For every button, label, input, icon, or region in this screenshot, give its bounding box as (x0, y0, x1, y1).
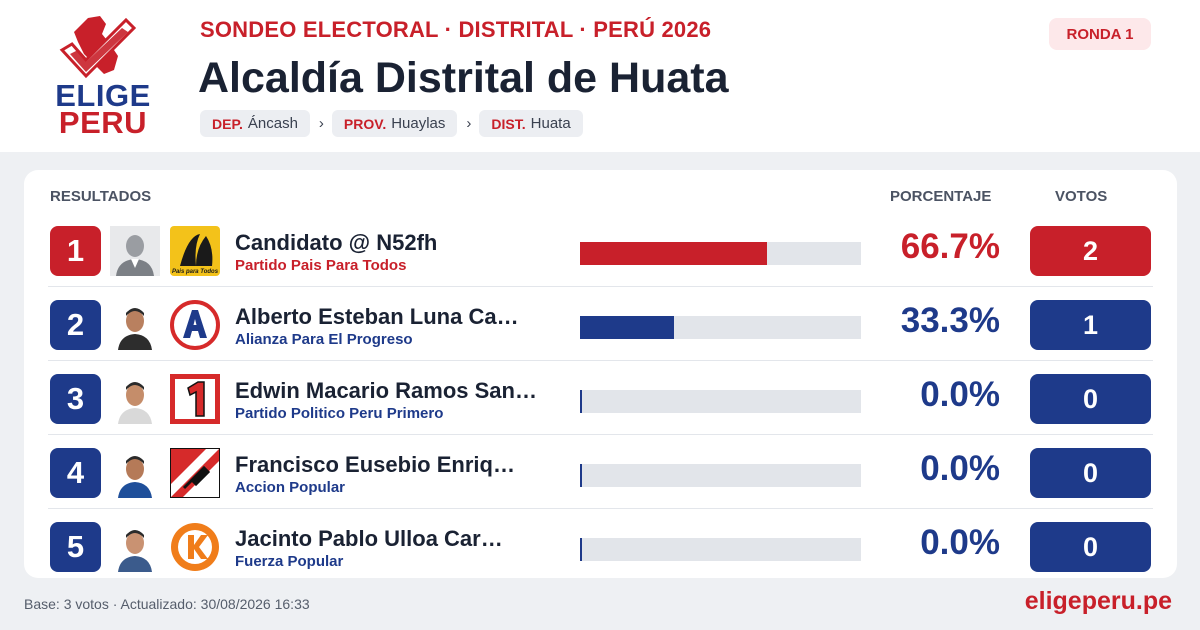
party-name: Fuerza Popular (235, 553, 344, 570)
party-name: Accion Popular (235, 479, 346, 496)
footer-meta: Base: 3 votos · Actualizado: 30/08/2026 … (24, 596, 310, 612)
results-card: RESULTADOS PORCENTAJE VOTOS 1 Pais para T… (24, 170, 1177, 578)
vote-share-bar-fill (580, 464, 582, 487)
vote-count: 1 (1030, 300, 1151, 350)
rank-badge: 4 (50, 448, 101, 498)
alianza-para-el-progreso-logo-icon (170, 300, 220, 350)
vote-percentage: 66.7% (900, 227, 1000, 266)
peru-map-check-icon (59, 16, 137, 79)
candidate-name: Francisco Eusebio Enriq… (235, 452, 515, 477)
candidate-row[interactable]: 2 Alberto Esteban Luna Ca… Alianza Para El… (24, 287, 1177, 361)
candidate-row[interactable]: 5 Jacinto Pablo Ulloa Car… Fuerza Popular 0… (24, 509, 1177, 583)
placeholder-person-icon (110, 226, 160, 276)
row-divider (48, 360, 1153, 361)
vote-percentage: 0.0% (920, 449, 1000, 488)
breadcrumb: DEP. Áncash › PROV. Huaylas › DIST. Huat… (200, 110, 583, 137)
vote-share-bar (580, 538, 861, 561)
vote-count: 0 (1030, 374, 1151, 424)
logo-text-peru: PERU (58, 105, 148, 140)
breadcrumb-province[interactable]: PROV. Huaylas (331, 110, 458, 137)
candidate-row[interactable]: 1 Pais para Todos Candidato @ N52fh Partido… (24, 213, 1177, 287)
vote-count: 0 (1030, 522, 1151, 572)
vote-percentage: 0.0% (920, 375, 1000, 414)
breadcrumb-key: PROV. (343, 115, 387, 132)
vote-share-bar-fill (580, 390, 582, 413)
vote-share-bar-fill (580, 316, 674, 339)
vote-share-bar (580, 242, 861, 265)
page-title: Alcaldía Distrital de Huata (198, 54, 729, 102)
elige-peru-logo[interactable]: ELIGE PERU (48, 14, 158, 139)
logo-text-elige: ELIGE (55, 78, 151, 113)
chevron-right-icon: › (466, 115, 472, 132)
breadcrumb-value: Huata (530, 115, 571, 132)
candidate-photo-icon (110, 448, 160, 498)
page-kicker: SONDEO ELECTORAL · DISTRITAL · PERÚ 2026 (200, 17, 712, 42)
row-divider (48, 434, 1153, 435)
breadcrumb-key: DIST. (491, 115, 526, 132)
peru-primero-logo-icon (170, 374, 220, 424)
vote-count: 0 (1030, 448, 1151, 498)
breadcrumb-key: DEP. (212, 115, 243, 132)
breadcrumb-department[interactable]: DEP. Áncash (200, 110, 310, 137)
candidate-name: Edwin Macario Ramos San… (235, 378, 537, 403)
rank-badge: 3 (50, 374, 101, 424)
party-name: Alianza Para El Progreso (235, 331, 413, 348)
candidate-name: Jacinto Pablo Ulloa Car… (235, 526, 503, 551)
row-divider (48, 508, 1153, 509)
svg-text:Pais para Todos: Pais para Todos (172, 269, 219, 275)
fuerza-popular-logo-icon (170, 522, 220, 572)
round-badge: RONDA 1 (1049, 18, 1151, 50)
vote-percentage: 0.0% (920, 523, 1000, 562)
candidate-name: Candidato @ N52fh (235, 230, 438, 255)
accion-popular-logo-icon (170, 448, 220, 498)
site-link[interactable]: eligeperu.pe (1024, 587, 1172, 615)
vote-share-bar-fill (580, 538, 582, 561)
rank-badge: 1 (50, 226, 101, 276)
breadcrumb-value: Áncash (247, 115, 298, 132)
candidate-photo-icon (110, 374, 160, 424)
candidate-name: Alberto Esteban Luna Ca… (235, 304, 519, 329)
votes-column-header: VOTOS (1055, 188, 1108, 205)
breadcrumb-value: Huaylas (391, 115, 446, 132)
party-name: Partido Pais Para Todos (235, 257, 407, 274)
candidate-row[interactable]: 3 Edwin Macario Ramos San… Partido Politic… (24, 361, 1177, 435)
chevron-right-icon: › (318, 115, 324, 132)
vote-share-bar (580, 316, 861, 339)
vote-share-bar (580, 390, 861, 413)
rank-badge: 2 (50, 300, 101, 350)
vote-count: 2 (1030, 226, 1151, 276)
candidate-photo-icon (110, 300, 160, 350)
vote-percentage: 33.3% (900, 301, 1000, 340)
rank-badge: 5 (50, 522, 101, 572)
party-name: Partido Politico Peru Primero (235, 405, 444, 422)
results-heading: RESULTADOS (50, 188, 152, 205)
candidate-photo-icon (110, 522, 160, 572)
pais-para-todos-logo-icon: Pais para Todos (170, 226, 220, 276)
header: ELIGE PERU SONDEO ELECTORAL · DISTRITAL … (0, 0, 1200, 152)
row-divider (48, 286, 1153, 287)
candidate-row[interactable]: 4 Francisco Eusebio Enriq… Accion Popular 0… (24, 435, 1177, 509)
vote-share-bar (580, 464, 861, 487)
percent-column-header: PORCENTAJE (890, 188, 992, 205)
breadcrumb-district[interactable]: DIST. Huata (479, 110, 583, 137)
vote-share-bar-fill (580, 242, 768, 265)
